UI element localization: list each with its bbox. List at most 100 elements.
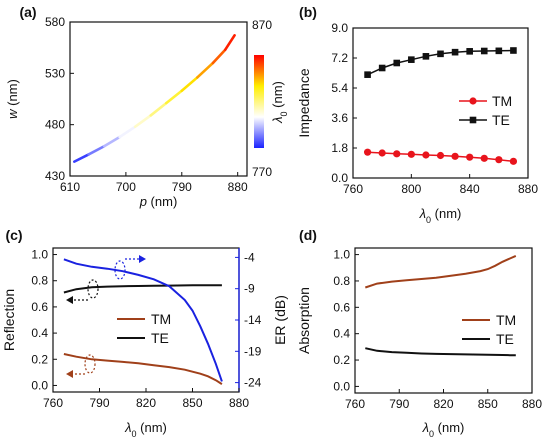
panel-b-xlabel-part: (nm) — [431, 206, 461, 221]
panel-b-xlabel-part: λ — [419, 206, 426, 221]
panel-b-tm-point — [393, 150, 401, 158]
panel-b-tm-point — [480, 154, 488, 162]
panel-a-y-tick-label: 580 — [45, 15, 65, 29]
panel-b-y-tick-label: 3.6 — [331, 111, 348, 125]
panel-a-colorbar-label-part: 0 — [279, 111, 289, 116]
panel-b-legend-te-label: TE — [492, 112, 510, 128]
panel-a-y-tick-label: 430 — [45, 169, 65, 183]
panel-c-xlabel-part: (nm) — [137, 420, 167, 435]
panel-a-curve-segment — [223, 34, 236, 52]
panel-b-tm-point — [363, 148, 372, 156]
panel-d-y-tick-label: 0.2 — [333, 353, 350, 367]
panel-c-x-tick-label: 820 — [136, 396, 156, 410]
panel-a-curve-segment — [180, 76, 199, 93]
panel-b-y-tick-label: 5.4 — [331, 81, 348, 95]
panel-c-te-indicator-ellipse — [87, 279, 99, 299]
panel-b-tm-point — [407, 150, 415, 158]
panel-a-label: (a) — [19, 4, 36, 20]
panel-a-colorbar — [254, 55, 264, 148]
panel-b-legend-tm-marker — [469, 97, 477, 105]
panel-a-frame — [69, 21, 248, 177]
panel-d-y-tick-label: 0.6 — [333, 300, 350, 314]
panel-c-legend-tm-label: TM — [151, 311, 171, 327]
panel-c-y-tick-label: 0.8 — [31, 274, 48, 288]
panel-b-te-point — [466, 48, 473, 55]
panel-c-x-tick-label: 760 — [43, 396, 63, 410]
panel-a-curve-segment — [196, 61, 215, 79]
panel-b-te-point — [393, 59, 401, 67]
panel-d-xlabel-part: (nm) — [434, 420, 464, 435]
panel-a-colorbar-tick-label: 870 — [252, 18, 272, 32]
panel-a-y-tick-label: 530 — [45, 66, 65, 80]
panel-b-te-point — [480, 47, 488, 55]
panel-a-curve-segment — [102, 135, 121, 148]
panel-a-x-tick-label: 700 — [116, 180, 136, 194]
panel-c-te-line — [63, 284, 222, 294]
panel-d-y-tick-label: 1.0 — [333, 248, 350, 262]
panel-a-xlabel-part: (nm) — [147, 194, 177, 209]
panel-d-label: (d) — [299, 227, 317, 243]
panel-b-te-point — [364, 71, 371, 78]
panel-b-y-tick-label: 0.0 — [331, 171, 348, 185]
panel-b-xlabel-part: 0 — [426, 215, 431, 225]
panel-b-te-point — [437, 50, 444, 58]
panel-b-y-tick-label: 1.8 — [331, 141, 348, 155]
panel-c-te-indicator-arrowhead — [66, 296, 73, 304]
panel-c-y2-tick-label: -19 — [244, 344, 262, 358]
panel-b-label: (b) — [299, 4, 317, 20]
panel-c-y-tick-label: 0.2 — [31, 352, 48, 366]
panel-b-y-tick-label: 9.0 — [331, 21, 348, 35]
panel-a-curve-segment — [133, 114, 153, 129]
panel-c-ylabel: Reflection — [1, 289, 17, 351]
panel-a-curve-segment — [118, 125, 137, 139]
panel-b-te-point — [451, 48, 459, 56]
panel-d-legend-tm-label: TM — [496, 312, 516, 328]
panel-b-te-point — [422, 53, 430, 60]
panel-b-xlabel: λ0 (nm) — [419, 206, 462, 225]
panel-d-xlabel-part: 0 — [429, 429, 434, 439]
panel-c-y2-tick-label: -24 — [244, 376, 262, 390]
panel-b-tm-point — [422, 151, 430, 159]
panel-a-x-tick-label: 880 — [228, 180, 248, 194]
panel-b-te-point — [378, 64, 386, 72]
panel-c-x-tick-label: 790 — [89, 396, 109, 410]
panel-b-ylabel: Impedance — [296, 68, 312, 137]
panel-c-tm-indicator-ellipse — [84, 354, 96, 374]
panel-c-x-tick-label: 850 — [182, 396, 202, 410]
panel-a-x-tick-label: 610 — [60, 180, 80, 194]
panel-c-x-tick-label: 880 — [229, 396, 249, 410]
panel-c-tm-line — [63, 353, 223, 385]
panel-a-x-tick-label: 790 — [172, 180, 192, 194]
panel-b-frame — [352, 27, 529, 179]
panel-d-y-tick-label: 0.4 — [333, 327, 350, 341]
panel-a-ylabel: w (nm) — [5, 79, 20, 119]
panel-c-y-tick-label: 0.6 — [31, 300, 48, 314]
panel-b-te-point — [408, 56, 415, 63]
panel-a-curve-segment — [164, 89, 184, 105]
panel-c-xlabel-part: 0 — [132, 429, 137, 439]
panel-a-curve-segment — [73, 153, 90, 163]
panel-a-ylabel-part: (nm) — [5, 79, 20, 109]
panel-d-xlabel-part: λ — [422, 420, 429, 435]
panel-c-y2-tick-label: -14 — [244, 313, 262, 327]
panel-d-x-tick-label: 760 — [345, 397, 365, 411]
panel-c-y2-tick-label: -4 — [244, 250, 255, 264]
panel-d-te-line — [365, 347, 516, 357]
panel-c-tm-indicator-arrowhead — [66, 370, 73, 378]
panel-a-curve-segment — [211, 48, 227, 65]
panel-c-frame — [52, 247, 240, 393]
panel-b-tm-point — [378, 149, 386, 157]
panel-a-colorbar-label-part: λ — [270, 116, 285, 123]
panel-a-xlabel: p (nm) — [139, 194, 178, 209]
panel-a-xlabel-part: p — [139, 194, 147, 209]
panel-c-legend-te-label: TE — [151, 330, 169, 346]
panel-c-er-indicator-arrowhead — [139, 255, 146, 263]
panel-c-er-line — [63, 258, 223, 382]
panel-d-x-tick-label: 880 — [522, 397, 542, 411]
panel-d-ylabel: Absorption — [296, 287, 312, 354]
panel-c-xlabel: λ0 (nm) — [124, 420, 167, 439]
panel-c-xlabel-part: λ — [124, 420, 131, 435]
panel-c-y-tick-label: 1.0 — [31, 248, 48, 262]
panel-b-tm-point — [509, 157, 518, 165]
panel-d-x-tick-label: 850 — [478, 397, 498, 411]
